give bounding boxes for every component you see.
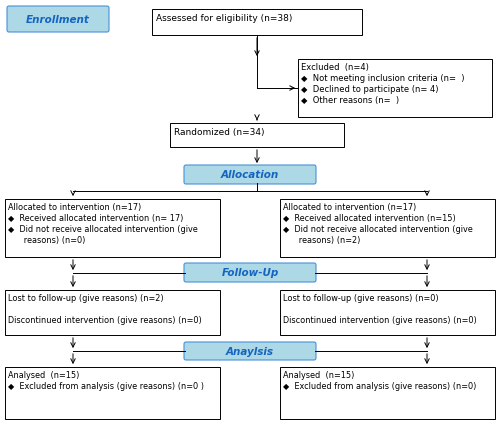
Text: Analysed  (n=15)
◆  Excluded from analysis (give reasons) (n=0 ): Analysed (n=15) ◆ Excluded from analysis… — [8, 370, 204, 390]
Text: Enrollment: Enrollment — [26, 15, 90, 25]
Bar — [280, 367, 495, 419]
FancyBboxPatch shape — [184, 166, 316, 184]
Bar — [5, 200, 220, 258]
Text: Allocated to intervention (n=17)
◆  Received allocated intervention (n=15)
◆  Di: Allocated to intervention (n=17) ◆ Recei… — [283, 202, 473, 245]
Bar — [170, 124, 344, 148]
FancyBboxPatch shape — [184, 263, 316, 283]
Text: Allocated to intervention (n=17)
◆  Received allocated intervention (n= 17)
◆  D: Allocated to intervention (n=17) ◆ Recei… — [8, 202, 198, 245]
Text: Randomized (n=34): Randomized (n=34) — [174, 128, 264, 137]
Text: Follow-Up: Follow-Up — [222, 268, 278, 278]
Text: Analysed  (n=15)
◆  Excluded from analysis (give reasons) (n=0): Analysed (n=15) ◆ Excluded from analysis… — [283, 370, 476, 390]
FancyBboxPatch shape — [7, 7, 109, 33]
Text: Excluded  (n=4)
◆  Not meeting inclusion criteria (n=  )
◆  Declined to particip: Excluded (n=4) ◆ Not meeting inclusion c… — [301, 63, 464, 105]
FancyBboxPatch shape — [184, 342, 316, 360]
Bar — [5, 290, 220, 335]
Bar — [280, 200, 495, 258]
Bar — [280, 290, 495, 335]
Text: Anaylsis: Anaylsis — [226, 346, 274, 356]
Text: Lost to follow-up (give reasons) (n=0)

Discontinued intervention (give reasons): Lost to follow-up (give reasons) (n=0) D… — [283, 293, 477, 325]
Text: Assessed for eligibility (n=38): Assessed for eligibility (n=38) — [156, 14, 292, 23]
Text: Allocation: Allocation — [221, 170, 279, 180]
Text: Lost to follow-up (give reasons) (n=2)

Discontinued intervention (give reasons): Lost to follow-up (give reasons) (n=2) D… — [8, 293, 202, 325]
Bar — [152, 10, 362, 36]
Bar — [5, 367, 220, 419]
Bar — [298, 60, 492, 118]
